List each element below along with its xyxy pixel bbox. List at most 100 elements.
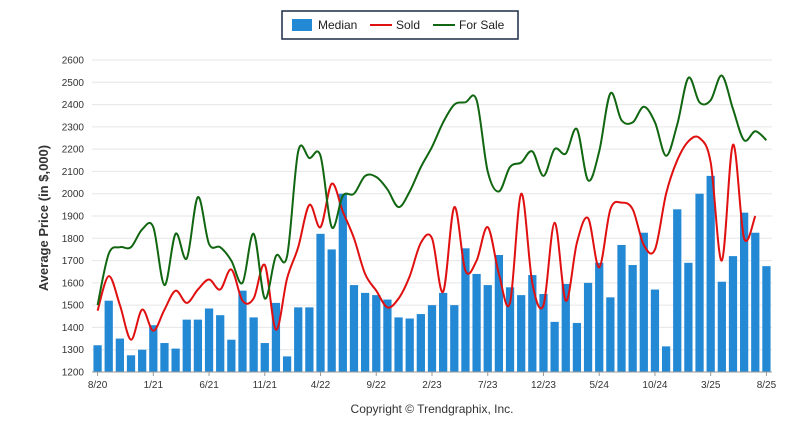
- median-bar: [338, 193, 347, 372]
- y-axis-title: Average Price (in $,000): [36, 145, 51, 291]
- median-bar: [740, 212, 749, 372]
- median-bar: [439, 292, 448, 372]
- median-bar: [650, 289, 660, 372]
- median-bar: [193, 319, 203, 372]
- median-bar: [695, 193, 704, 372]
- median-bar: [517, 295, 526, 372]
- median-bars: [93, 175, 771, 372]
- median-bar: [561, 283, 570, 372]
- median-bar: [227, 339, 236, 372]
- legend-label-for-sale: For Sale: [459, 18, 505, 32]
- median-bar: [171, 348, 180, 372]
- sold-line: [96, 135, 757, 341]
- median-bar: [673, 209, 682, 372]
- legend-label-sold: Sold: [396, 18, 420, 32]
- median-bar: [349, 285, 359, 372]
- x-tick-label: 1/21: [144, 380, 164, 391]
- median-bar: [316, 233, 325, 372]
- copyright-text: Copyright © Trendgraphix, Inc.: [351, 402, 514, 416]
- x-tick-label: 6/21: [199, 380, 219, 391]
- x-tick-label: 4/22: [311, 380, 331, 391]
- y-tick-label: 2100: [62, 167, 85, 178]
- median-bar: [249, 317, 258, 372]
- median-bar: [762, 266, 771, 372]
- median-bar: [104, 300, 113, 372]
- x-tick-label: 2/23: [422, 380, 442, 391]
- median-bar: [528, 275, 537, 372]
- median-bar: [751, 232, 760, 372]
- y-tick-label: 1600: [62, 278, 85, 289]
- median-bar: [294, 307, 303, 372]
- median-bar: [360, 292, 370, 372]
- median-bar: [483, 285, 492, 372]
- x-tick-label: 11/21: [253, 380, 278, 391]
- median-bar: [461, 248, 470, 372]
- median-bar: [115, 338, 124, 372]
- y-tick-label: 2300: [62, 122, 85, 133]
- x-tick-label: 8/20: [88, 380, 108, 391]
- y-tick-label: 1500: [62, 301, 85, 312]
- x-tick-label: 5/24: [589, 380, 609, 391]
- median-bar: [639, 232, 648, 372]
- median-bar: [149, 325, 158, 372]
- median-bar: [617, 244, 626, 372]
- y-tick-label: 2600: [62, 56, 85, 67]
- median-bar: [606, 297, 615, 372]
- median-bar: [182, 319, 191, 372]
- x-tick-label: 3/25: [701, 380, 721, 391]
- median-bar: [472, 273, 481, 372]
- median-bar: [717, 281, 726, 372]
- y-tick-label: 2000: [62, 189, 85, 200]
- y-tick-label: 1400: [62, 323, 85, 334]
- median-bar: [327, 249, 336, 372]
- legend-box: [281, 10, 519, 40]
- median-bar: [706, 175, 715, 372]
- median-bar: [405, 318, 414, 372]
- x-tick-label: 8/25: [757, 380, 777, 391]
- y-tick-label: 2500: [62, 78, 85, 89]
- legend-label-median: Median: [318, 18, 357, 32]
- for-sale-line: [96, 74, 768, 306]
- median-bar: [539, 294, 548, 372]
- median-bar: [126, 355, 136, 372]
- axes: 1200 1300 1400 1500 1600 1700 1800 1900 2000 2100…: [62, 56, 777, 392]
- x-tick-label: 7/23: [478, 380, 498, 391]
- median-bar: [583, 282, 593, 372]
- y-tick-label: 1300: [62, 345, 85, 356]
- median-bar: [271, 302, 281, 372]
- median-bar: [494, 255, 504, 372]
- median-bar: [93, 345, 102, 372]
- median-bar: [204, 308, 214, 372]
- median-bar: [628, 265, 637, 372]
- y-tick-label: 1200: [62, 368, 85, 379]
- legend: Median Sold For Sale: [281, 10, 519, 40]
- median-bar: [505, 287, 515, 372]
- median-bar: [383, 299, 392, 372]
- median-bar: [372, 295, 381, 372]
- y-tick-label: 2200: [62, 145, 85, 156]
- x-tick-label: 12/23: [531, 380, 556, 391]
- x-tick-label: 10/24: [642, 380, 667, 391]
- median-bar: [572, 322, 582, 372]
- median-bar: [160, 343, 169, 372]
- median-bar: [138, 349, 147, 372]
- price-lines: [96, 74, 768, 341]
- y-tick-label: 2400: [62, 100, 85, 111]
- y-tick-label: 1800: [62, 234, 85, 245]
- median-bar: [238, 290, 247, 372]
- median-bar: [305, 307, 314, 372]
- median-bar: [684, 262, 693, 372]
- median-bar: [260, 343, 269, 372]
- median-bar: [661, 346, 671, 372]
- median-bar: [216, 315, 225, 372]
- median-bar: [416, 314, 425, 372]
- median-bar: [550, 321, 559, 372]
- median-bar: [450, 305, 459, 372]
- y-tick-label: 1700: [62, 256, 85, 267]
- median-bar: [394, 317, 403, 372]
- median-bar: [728, 256, 738, 372]
- median-bar: [427, 305, 437, 372]
- median-bar: [595, 262, 604, 372]
- legend-swatch-median: [292, 19, 312, 31]
